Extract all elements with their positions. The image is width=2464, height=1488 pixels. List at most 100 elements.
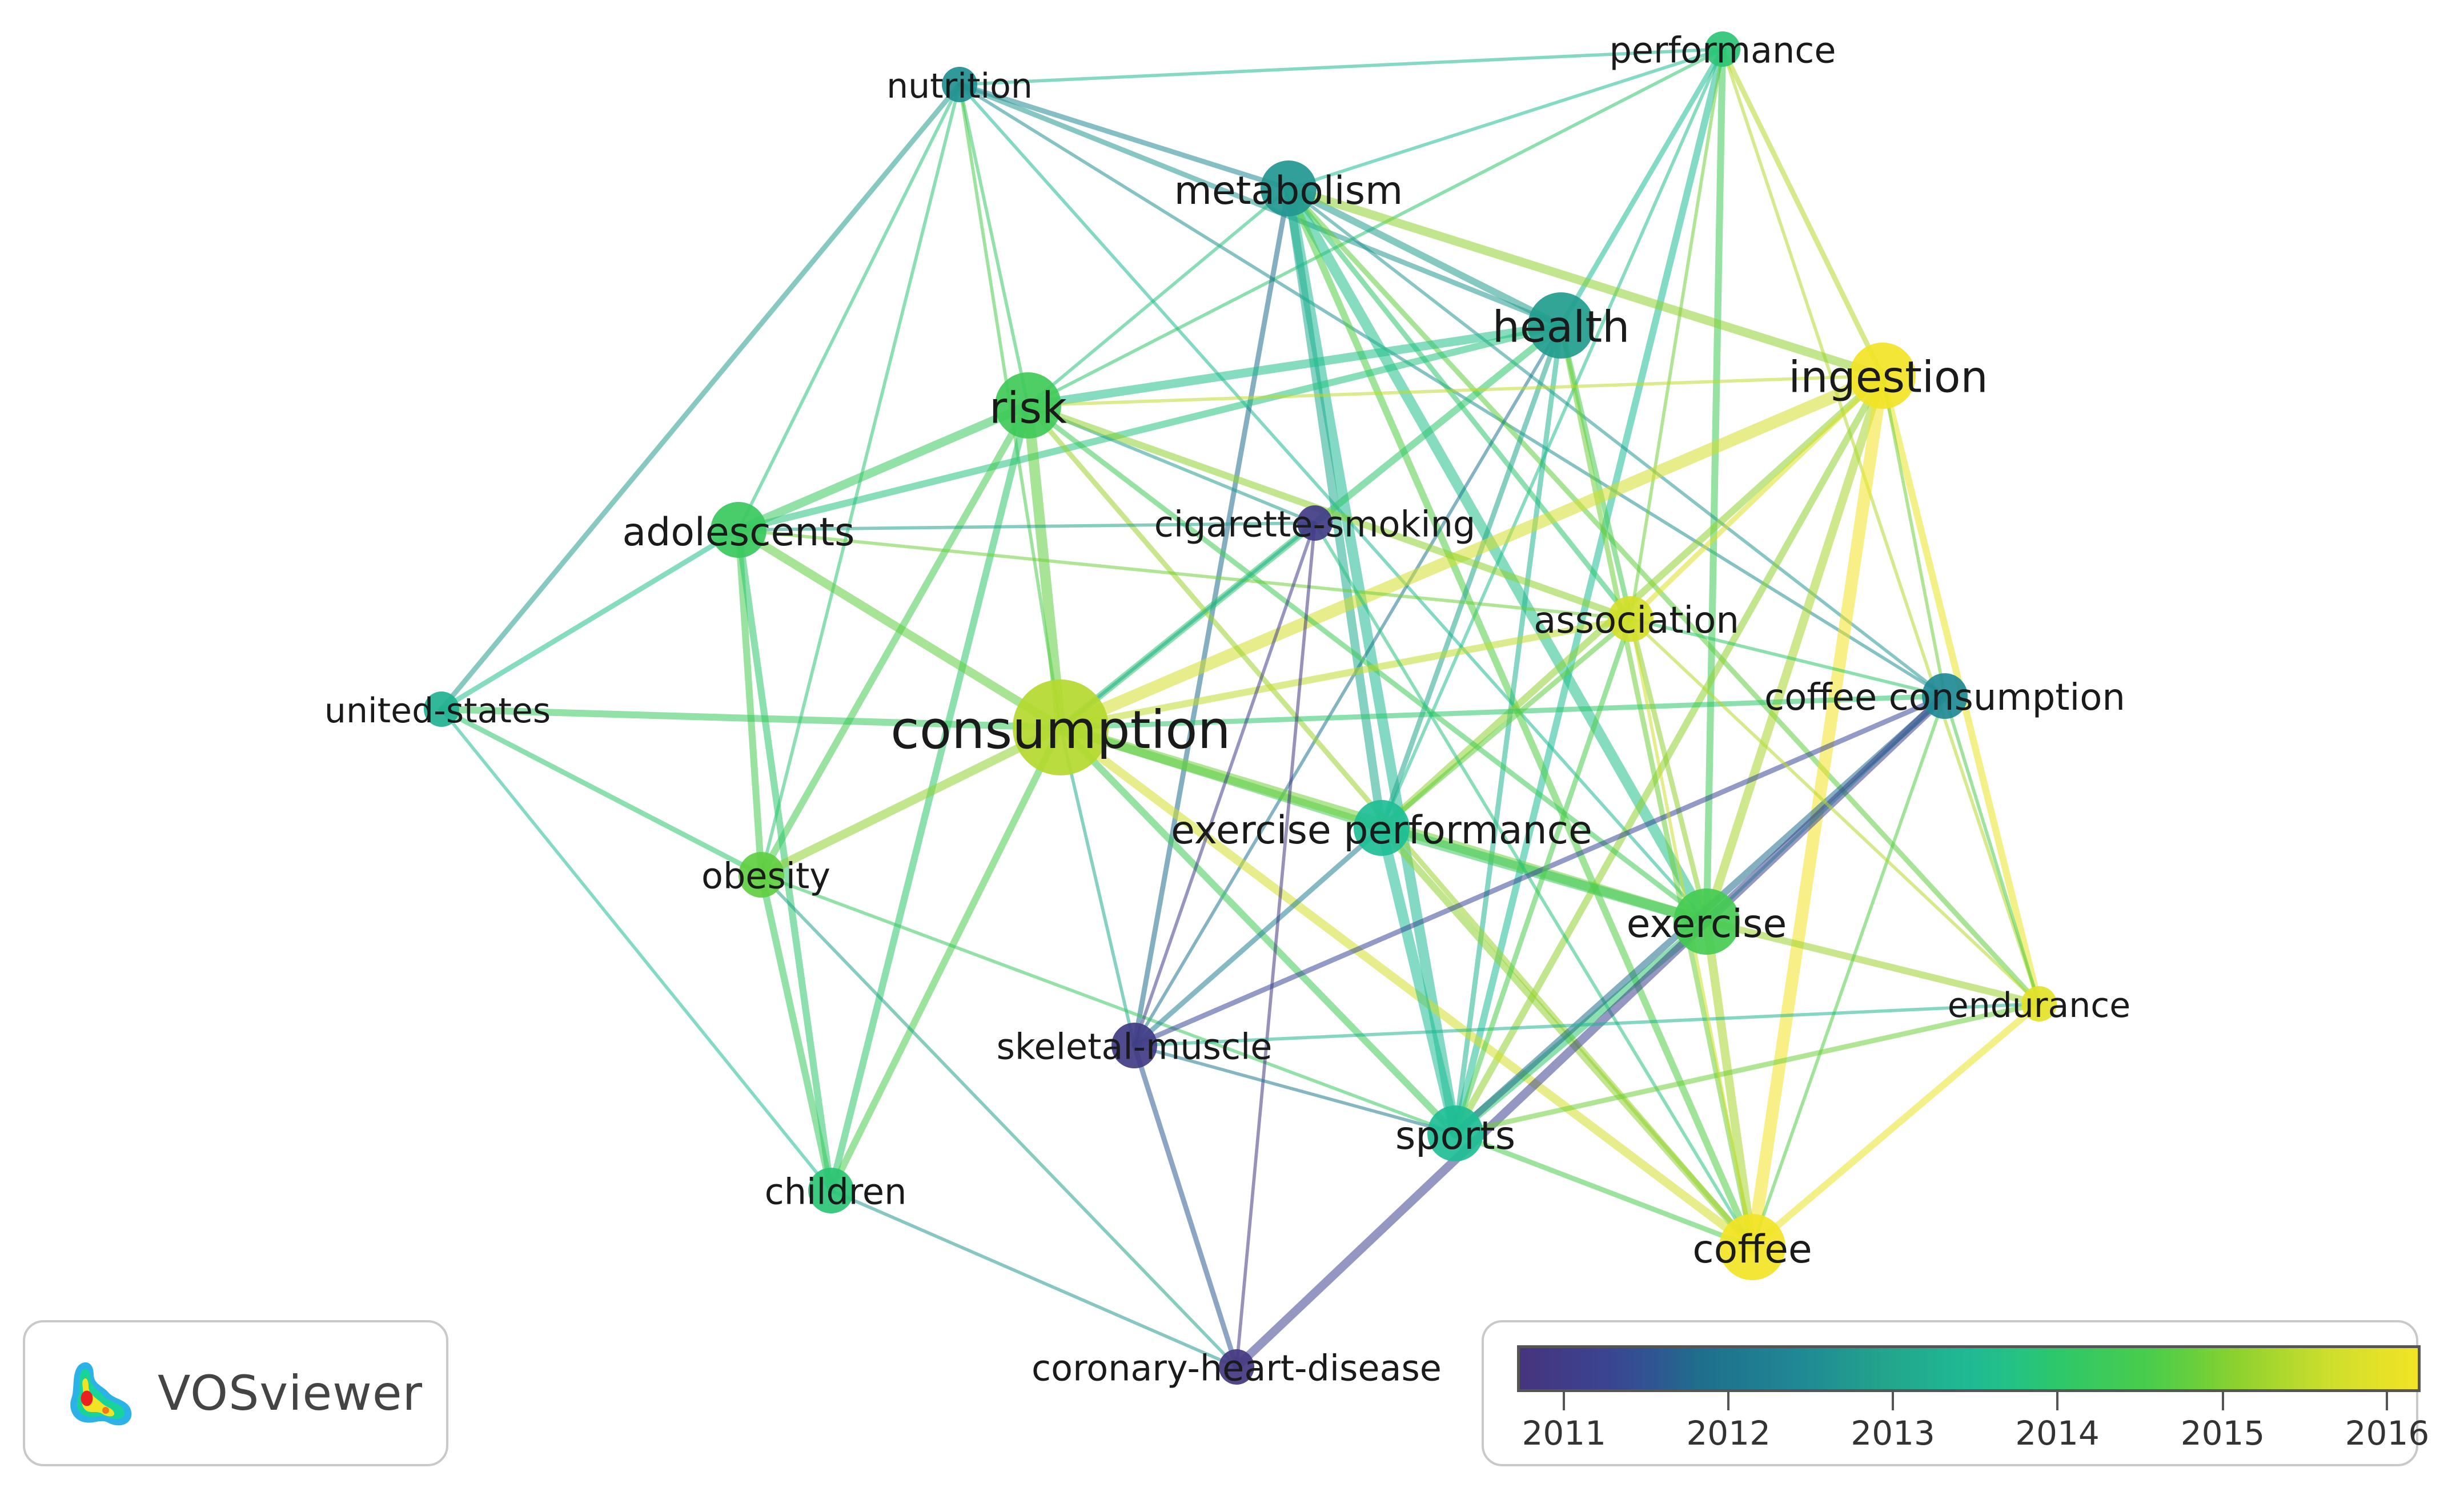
node-exercise[interactable] bbox=[1674, 888, 1740, 955]
edge-consumption--coffee bbox=[1056, 723, 1757, 1252]
node-label-coffee: coffee bbox=[1692, 1227, 1812, 1272]
node-coffee-consumption[interactable] bbox=[1922, 673, 1968, 719]
edge-risk--exercise bbox=[1025, 403, 1709, 924]
node-label-coffee-consumption: coffee consumption bbox=[1764, 677, 2125, 719]
node-label-association: association bbox=[1534, 600, 1739, 642]
edge-nutrition--adolescents bbox=[737, 83, 961, 532]
edge-ingestion--risk bbox=[1026, 374, 1884, 407]
edge-metabolism--endurance bbox=[1286, 186, 2042, 1007]
node-children[interactable] bbox=[808, 1168, 854, 1213]
edge-risk--consumption bbox=[1022, 400, 1066, 733]
node-consumption[interactable] bbox=[1013, 679, 1109, 775]
node-label-cigarette-smoking: cigarette-smoking bbox=[1154, 504, 1475, 545]
node-label-health: health bbox=[1492, 301, 1630, 352]
edge-adolescents--united-states bbox=[439, 527, 741, 712]
legend-tick-2014 bbox=[2056, 1391, 2059, 1410]
node-exercise-performance[interactable] bbox=[1354, 800, 1410, 856]
edge-coffee--endurance bbox=[1748, 1000, 2043, 1251]
node-association[interactable] bbox=[1608, 596, 1654, 642]
edge-obesity--children bbox=[757, 871, 835, 1195]
nodes-layer bbox=[424, 31, 2057, 1385]
edge-coffee-consumption--coronary-heart-disease bbox=[1232, 691, 1949, 1372]
edges-layer bbox=[438, 45, 2043, 1372]
node-health[interactable] bbox=[1528, 292, 1594, 359]
edge-nutrition--performance bbox=[958, 47, 1724, 86]
edge-consumption--children bbox=[827, 723, 1065, 1195]
edge-sports--association bbox=[1452, 616, 1634, 1136]
edge-risk--obesity bbox=[757, 401, 1032, 879]
node-label-adolescents: adolescents bbox=[622, 510, 854, 555]
edge-metabolism--ingestion bbox=[1284, 184, 1887, 380]
node-performance[interactable] bbox=[1705, 31, 1740, 67]
node-label-metabolism: metabolism bbox=[1174, 168, 1403, 214]
node-sports[interactable] bbox=[1427, 1105, 1483, 1161]
edge-adolescents--consumption bbox=[734, 525, 1065, 732]
node-nutrition[interactable] bbox=[942, 67, 977, 102]
edge-risk--adolescents bbox=[734, 401, 1033, 534]
node-label-sports: sports bbox=[1395, 1113, 1515, 1159]
node-label-exercise-performance: exercise performance bbox=[1171, 808, 1592, 853]
node-label-united-states: united-states bbox=[324, 691, 551, 731]
edge-metabolism--exercise bbox=[1283, 183, 1712, 927]
edge-exercise--association bbox=[1628, 616, 1709, 924]
edge-consumption--association bbox=[1057, 615, 1635, 731]
edge-performance--exercise-performance bbox=[1380, 47, 1724, 830]
edge-performance--metabolism bbox=[1287, 47, 1724, 190]
edge-cigarette-smoking--coffee bbox=[1313, 521, 1754, 1249]
edge-nutrition--risk bbox=[958, 83, 1030, 407]
edge-health--skeletal-muscle bbox=[1133, 324, 1563, 1047]
edge-consumption--skeletal-muscle bbox=[1059, 726, 1136, 1047]
node-label-exercise: exercise bbox=[1627, 902, 1787, 947]
edge-nutrition--metabolism bbox=[957, 82, 1291, 191]
edge-metabolism--sports bbox=[1283, 183, 1461, 1139]
edge-obesity--sports bbox=[760, 873, 1457, 1135]
node-coronary-heart-disease[interactable] bbox=[1219, 1349, 1254, 1385]
node-adolescents[interactable] bbox=[711, 502, 767, 558]
edge-skeletal-muscle--endurance bbox=[1133, 1002, 2041, 1047]
edge-adolescents--obesity bbox=[735, 526, 765, 879]
edge-coffee-consumption--association bbox=[1629, 617, 1947, 698]
legend-tick-2013 bbox=[1892, 1391, 1895, 1410]
edge-exercise--endurance bbox=[1703, 918, 2043, 1008]
node-ingestion[interactable] bbox=[1849, 343, 1916, 409]
node-endurance[interactable] bbox=[2021, 986, 2057, 1022]
legend-tick-label-2016: 2016 bbox=[2345, 1414, 2430, 1453]
edge-nutrition--health bbox=[957, 82, 1564, 328]
node-cigarette-smoking[interactable] bbox=[1297, 505, 1333, 541]
edge-adolescents--association bbox=[737, 528, 1632, 621]
labels-layer: nutrition performance metabolism health inge… bbox=[324, 30, 2130, 1389]
node-coffee[interactable] bbox=[1719, 1214, 1785, 1280]
edge-association--endurance bbox=[1629, 617, 2041, 1006]
edge-metabolism--risk bbox=[1026, 187, 1290, 407]
legend-tick-2015 bbox=[2221, 1391, 2224, 1410]
edge-health--coffee bbox=[1558, 323, 1755, 1250]
edge-united-states--consumption bbox=[438, 705, 1065, 731]
edge-health--exercise-performance bbox=[1379, 323, 1564, 831]
edge-consumption--coffee-consumption bbox=[1058, 693, 1948, 730]
legend-tick-label-2014: 2014 bbox=[2015, 1414, 2100, 1453]
edge-risk--children bbox=[827, 401, 1032, 1195]
edge-cigarette-smoking--coronary-heart-disease bbox=[1235, 521, 1317, 1369]
edge-ingestion--exercise bbox=[1702, 371, 1887, 926]
node-united-states[interactable] bbox=[424, 691, 459, 727]
legend-tick-label-2015: 2015 bbox=[2180, 1414, 2265, 1453]
node-risk[interactable] bbox=[995, 372, 1061, 439]
edge-consumption--cigarette-smoking bbox=[1059, 521, 1317, 729]
node-obesity[interactable] bbox=[739, 852, 784, 898]
edge-performance--association bbox=[1629, 47, 1724, 621]
node-label-risk: risk bbox=[989, 383, 1067, 433]
edge-risk--association bbox=[1024, 401, 1635, 623]
edge-sports--coffee bbox=[1452, 1131, 1755, 1250]
vosviewer-logo-text: VOSviewer bbox=[158, 1365, 423, 1421]
edge-performance--ingestion bbox=[1720, 46, 1885, 379]
legend-tick-label-2013: 2013 bbox=[1851, 1414, 1935, 1453]
vosviewer-logo: VOSviewer bbox=[23, 1320, 448, 1466]
node-metabolism[interactable] bbox=[1261, 160, 1317, 216]
edge-obesity--coronary-heart-disease bbox=[760, 873, 1238, 1369]
node-skeletal-muscle[interactable] bbox=[1111, 1023, 1157, 1068]
edge-performance--risk bbox=[1026, 47, 1724, 407]
year-color-legend: 2011 2012 2013 2014 2015 2016 bbox=[1482, 1320, 2429, 1466]
edge-consumption--sports bbox=[1057, 723, 1459, 1137]
edge-ingestion--coffee-consumption bbox=[1881, 374, 1947, 698]
